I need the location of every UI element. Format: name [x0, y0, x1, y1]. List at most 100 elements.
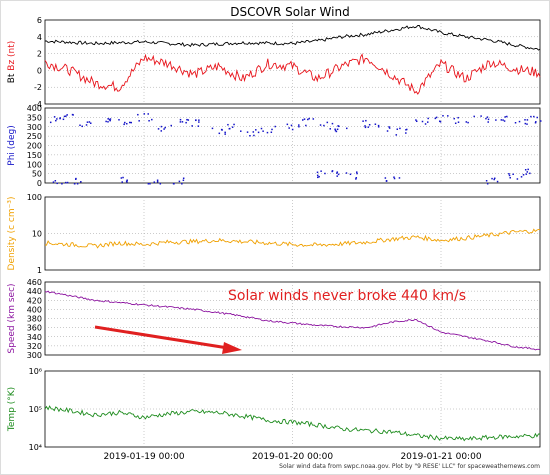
phi-point: [495, 119, 497, 121]
phi-point: [195, 119, 197, 121]
series-line-bt: [44, 25, 541, 51]
phi-point: [334, 129, 337, 132]
phi-point: [257, 131, 260, 134]
phi-point: [231, 126, 234, 128]
phi-point: [228, 128, 231, 130]
phi-point: [396, 128, 399, 130]
phi-point: [368, 123, 371, 126]
y-tick-label: 420: [27, 296, 42, 305]
phi-point: [386, 130, 389, 132]
phi-point: [198, 121, 200, 123]
phi-point: [197, 125, 200, 127]
x-tick-label: 2019-01-20 00:00: [252, 452, 333, 462]
phi-point: [211, 127, 214, 130]
phi-point: [123, 123, 125, 126]
phi-point: [218, 132, 221, 135]
phi-point: [255, 129, 257, 131]
phi-point: [266, 131, 269, 134]
phi-point: [438, 120, 441, 122]
figure-title: DSCOVR Solar Wind: [230, 5, 349, 19]
y-tick-label: 0: [37, 66, 42, 75]
phi-point: [506, 115, 508, 118]
y-tick-label: 10⁶: [29, 367, 42, 376]
phi-point: [317, 176, 319, 179]
y-axis-label-bt: Bt: [7, 71, 17, 84]
y-tick-label: 10: [32, 230, 42, 239]
phi-point: [240, 130, 242, 132]
phi-point: [395, 134, 398, 136]
phi-point: [298, 125, 300, 128]
phi-point: [143, 113, 146, 115]
phi-point: [405, 128, 408, 131]
phi-point: [318, 175, 320, 178]
phi-point: [427, 117, 429, 120]
y-tick-label: 1: [37, 266, 42, 275]
phi-point: [159, 183, 162, 185]
phi-point: [504, 116, 506, 118]
phi-point: [260, 127, 263, 130]
y-tick-label: 400: [27, 104, 42, 113]
phi-point: [137, 113, 139, 116]
phi-point: [122, 176, 124, 179]
phi-point: [186, 118, 188, 121]
phi-point: [434, 117, 437, 120]
y-tick-label: 50: [32, 170, 42, 179]
phi-point: [185, 121, 187, 124]
phi-point: [181, 183, 183, 185]
phi-point: [508, 173, 510, 175]
y-axis-label-bz: Bz (nt): [7, 41, 17, 71]
phi-point: [107, 118, 109, 120]
phi-point: [271, 128, 273, 131]
phi-point: [149, 183, 151, 185]
phi-point: [307, 118, 309, 121]
phi-point: [160, 130, 163, 132]
annotation-arrow-shaft: [94, 325, 229, 350]
phi-point: [540, 120, 542, 122]
phi-point: [319, 124, 322, 126]
phi-point: [121, 181, 123, 183]
phi-point: [487, 121, 489, 123]
phi-point: [109, 118, 112, 120]
phi-point: [509, 176, 511, 179]
phi-point: [424, 123, 427, 125]
phi-point: [491, 177, 493, 180]
phi-point: [535, 121, 537, 123]
phi-point: [170, 124, 172, 127]
y-tick-label: 380: [27, 315, 42, 324]
phi-point: [61, 183, 63, 185]
phi-point: [405, 132, 407, 134]
phi-point: [467, 121, 469, 124]
y-axis-label: Density (c cm⁻³): [7, 197, 17, 271]
phi-point: [335, 130, 338, 133]
phi-point: [227, 123, 229, 126]
phi-point: [151, 118, 153, 121]
phi-point: [305, 124, 307, 127]
phi-point: [415, 120, 418, 123]
panel-density: 1 10 100 Density (c cm⁻³): [7, 193, 541, 275]
phi-point: [355, 177, 358, 179]
x-tick-label: 2019-01-19 00:00: [103, 452, 184, 462]
y-tick-label: 350: [27, 113, 42, 122]
phi-point: [346, 127, 348, 130]
phi-point: [49, 121, 52, 124]
phi-point: [527, 168, 529, 171]
phi-point: [399, 127, 401, 130]
phi-point: [75, 177, 77, 180]
phi-point: [288, 127, 290, 129]
phi-point: [253, 134, 255, 137]
phi-point: [503, 120, 506, 122]
y-tick-label: 460: [27, 278, 42, 287]
phi-point: [107, 121, 109, 123]
phi-point: [88, 121, 91, 123]
phi-point: [326, 121, 329, 124]
phi-point: [308, 117, 310, 120]
series-line-temp: [44, 405, 540, 442]
phi-point: [514, 121, 517, 124]
phi-point: [120, 177, 123, 179]
phi-point: [147, 113, 149, 115]
phi-point: [157, 128, 160, 130]
phi-point: [156, 181, 159, 183]
phi-point: [493, 178, 495, 181]
